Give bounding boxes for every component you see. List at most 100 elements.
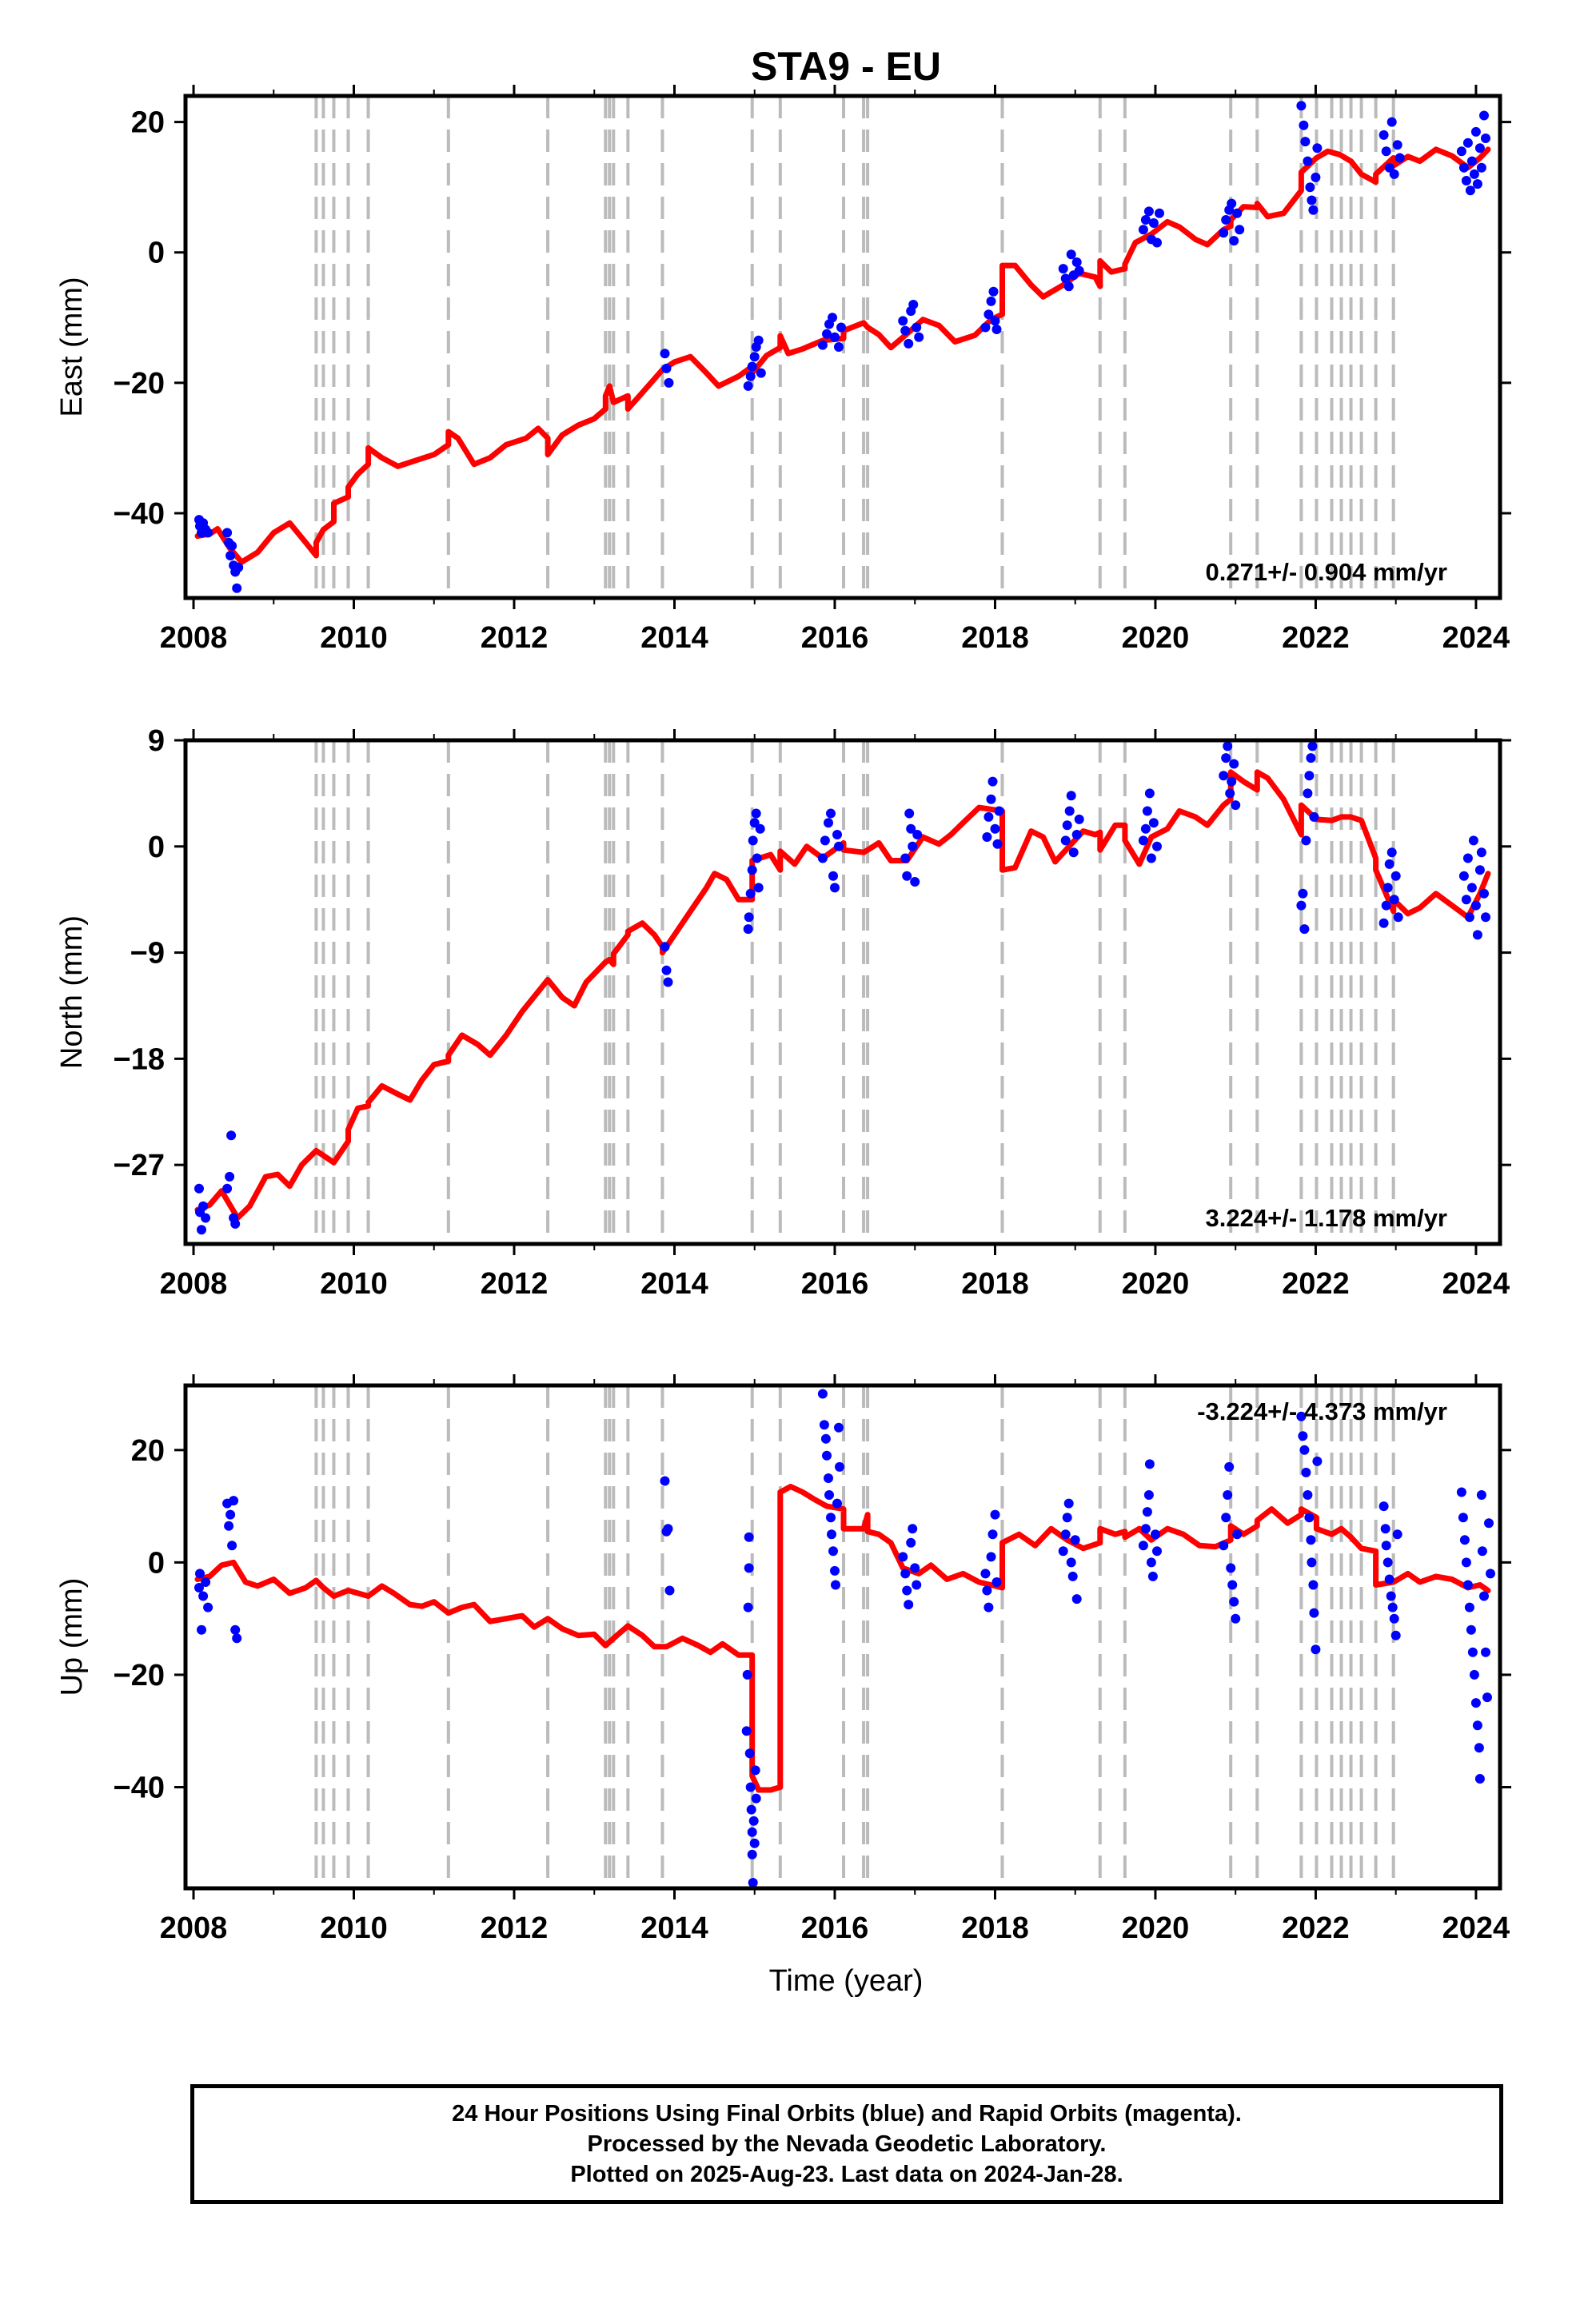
obs-point-up-46	[898, 1552, 908, 1562]
obs-point-up-109	[1456, 1487, 1466, 1497]
obs-point-north-50	[1071, 830, 1082, 839]
obs-point-north-63	[1227, 776, 1237, 787]
y-tick-label-up-1: 0	[148, 1546, 165, 1580]
obs-point-east-32	[900, 325, 911, 336]
x-tick-label-north-7: 2022	[1282, 1267, 1350, 1301]
obs-point-east-23	[756, 368, 766, 378]
obs-point-north-57	[1148, 818, 1159, 828]
obs-point-east-83	[1461, 176, 1471, 185]
obs-point-east-81	[1456, 146, 1466, 157]
obs-point-east-40	[986, 296, 996, 306]
obs-point-up-26	[747, 1849, 757, 1860]
obs-point-north-83	[1458, 871, 1469, 881]
y-tick-label-north-1: 0	[148, 831, 165, 864]
obs-point-north-17	[748, 835, 758, 846]
plot-area-north	[194, 740, 1491, 1244]
obs-point-up-35	[822, 1450, 832, 1461]
obs-point-up-128	[1486, 1569, 1495, 1579]
obs-point-east-6	[222, 528, 233, 538]
obs-point-up-51	[908, 1524, 918, 1534]
panel-north: 2008 2010 2012 2014 2016 2018 2020 2022 2024 9 0 −9…	[55, 724, 1511, 1301]
obs-point-up-54	[980, 1569, 991, 1579]
obs-point-up-119	[1472, 1720, 1482, 1731]
obs-point-north-46	[1062, 820, 1072, 831]
obs-point-east-20	[749, 352, 760, 362]
obs-point-up-68	[1071, 1594, 1082, 1604]
y-axis-label-east: East (mm)	[55, 277, 89, 417]
obs-point-east-37	[914, 332, 924, 342]
obs-point-up-61	[1058, 1546, 1068, 1557]
obs-point-up-33	[819, 1420, 829, 1430]
obs-point-up-43	[832, 1498, 842, 1509]
obs-point-up-31	[751, 1793, 761, 1804]
obs-point-up-1	[195, 1569, 205, 1579]
obs-point-east-29	[834, 342, 844, 352]
x-tick-label-up-4: 2016	[801, 1911, 869, 1945]
obs-point-up-55	[982, 1585, 992, 1596]
obs-point-east-79	[1392, 140, 1402, 150]
obs-point-east-27	[828, 313, 837, 323]
obs-point-east-61	[1227, 198, 1237, 209]
obs-point-up-41	[830, 1565, 840, 1576]
obs-point-up-75	[1147, 1571, 1158, 1581]
obs-point-up-89	[1299, 1445, 1310, 1455]
obs-point-north-92	[1476, 847, 1486, 858]
obs-point-up-65	[1066, 1557, 1076, 1568]
obs-point-up-69	[1138, 1541, 1148, 1551]
obs-point-up-8	[225, 1509, 236, 1520]
obs-point-north-75	[1379, 918, 1389, 928]
obs-point-up-126	[1482, 1692, 1492, 1703]
obs-point-north-20	[752, 853, 762, 863]
obs-point-east-19	[747, 361, 757, 372]
obs-point-east-51	[1138, 225, 1148, 235]
x-tick-label-north-3: 2014	[640, 1267, 708, 1301]
obs-point-up-20	[744, 1563, 754, 1573]
obs-point-north-74	[1309, 811, 1319, 822]
obs-point-up-100	[1380, 1524, 1390, 1534]
plot-area-east	[194, 96, 1491, 598]
obs-point-north-56	[1146, 853, 1156, 863]
y-tick-label-east-0: 20	[131, 106, 165, 140]
y-tick-label-up-2: −20	[114, 1659, 165, 1692]
panel-east: 2008 2010 2012 2014 2016 2018 2020 2022 2024 20 0 −…	[55, 85, 1511, 655]
x-tick-label-up-3: 2014	[640, 1911, 708, 1945]
plot-area-up	[194, 1385, 1495, 1888]
obs-point-east-70	[1307, 195, 1317, 205]
footer-line-1: 24 Hour Positions Using Final Orbits (bl…	[452, 2101, 1242, 2127]
obs-point-up-91	[1303, 1490, 1313, 1500]
obs-point-north-12	[663, 977, 673, 987]
rate-label-north: 3.224+/- 1.178 mm/yr	[1206, 1204, 1447, 1232]
obs-point-north-26	[826, 808, 836, 819]
obs-point-east-69	[1305, 182, 1315, 193]
obs-point-east-16	[664, 377, 674, 388]
obs-point-east-74	[1379, 130, 1389, 140]
obs-point-north-13	[743, 924, 753, 935]
obs-point-up-67	[1070, 1535, 1080, 1545]
y-axis-label-north: North (mm)	[55, 915, 89, 1069]
obs-point-up-80	[1223, 1490, 1233, 1500]
obs-point-north-81	[1390, 871, 1401, 881]
obs-point-north-40	[986, 794, 996, 804]
y-tick-label-north-3: −18	[114, 1042, 165, 1076]
x-tick-label-up-8: 2024	[1442, 1911, 1510, 1945]
obs-point-east-24	[817, 340, 828, 350]
obs-point-north-14	[744, 912, 754, 923]
footer-box: 24 Hour Positions Using Final Orbits (bl…	[190, 2084, 1503, 2204]
obs-point-north-15	[745, 888, 756, 899]
obs-point-north-19	[751, 808, 761, 819]
obs-point-up-95	[1308, 1580, 1319, 1590]
obs-point-north-23	[817, 853, 828, 863]
obs-point-up-37	[824, 1490, 834, 1500]
y-axis-label-up: Up (mm)	[55, 1578, 89, 1696]
obs-point-up-21	[744, 1532, 754, 1542]
obs-point-east-30	[836, 322, 846, 333]
obs-point-north-58	[1152, 841, 1162, 851]
obs-point-north-4	[201, 1213, 211, 1223]
obs-point-up-85	[1231, 1613, 1241, 1624]
obs-point-up-112	[1461, 1557, 1471, 1568]
obs-point-east-42	[990, 316, 1000, 326]
obs-point-up-98	[1312, 1456, 1323, 1466]
obs-point-north-51	[1074, 814, 1084, 824]
obs-point-east-46	[1063, 281, 1074, 292]
obs-point-up-27	[748, 1878, 758, 1888]
